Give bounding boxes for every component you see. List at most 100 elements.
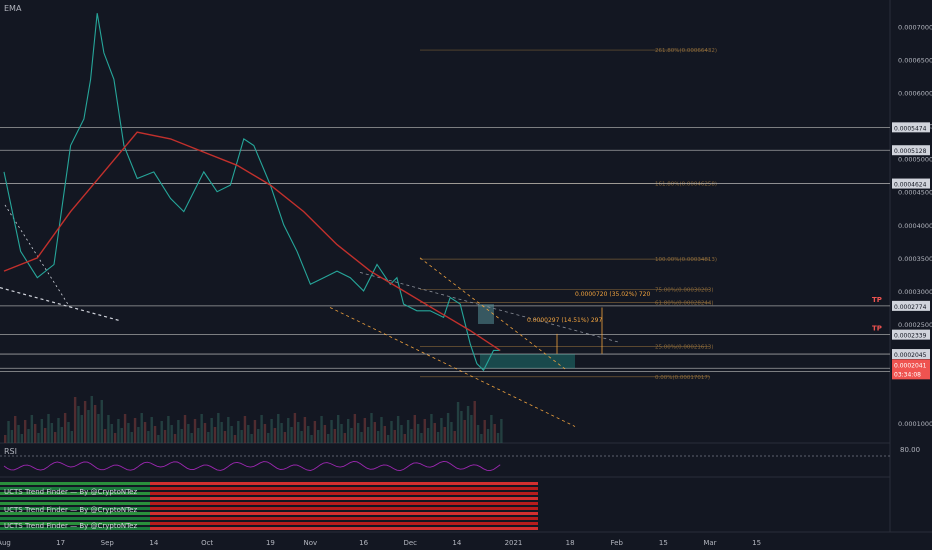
volume-bar [200, 414, 203, 443]
volume-bar [110, 424, 113, 443]
volume-bar [260, 415, 263, 443]
volume-bar [53, 432, 57, 443]
trend-finder-title-1: UCTS Trend Finder — By @CryptoNTez [4, 488, 138, 496]
volume-bar [4, 435, 7, 443]
volume-bar [157, 435, 160, 443]
price-tick-label: 0.0004500 [898, 189, 932, 197]
volume-bar [490, 415, 493, 443]
fib-level-label: 0.00%(0.00017017) [655, 375, 710, 381]
volume-bar [83, 401, 87, 443]
level-price-label: 0.0002339 [894, 333, 927, 340]
level-price-badge [892, 300, 930, 311]
volume-bar [213, 427, 217, 443]
volume-bar [293, 413, 297, 443]
trend-band [0, 512, 150, 515]
volume-bar [470, 415, 473, 443]
volume-bar [183, 415, 187, 443]
volume-bar [450, 422, 453, 443]
trend-band [0, 527, 150, 530]
rsi-level-label: 80.00 [900, 446, 921, 454]
volume-bar [446, 413, 450, 443]
volume-bar [350, 428, 353, 443]
time-tick-label: Sep [101, 539, 115, 547]
volume-bar [330, 420, 333, 443]
current-price-badge [892, 359, 930, 380]
volume-bar [27, 429, 30, 443]
volume-bar [160, 421, 163, 443]
trend-band [0, 517, 150, 520]
volume-bar [137, 427, 140, 443]
volume-bar [70, 431, 73, 443]
trend-band [0, 487, 150, 490]
volume-bar [177, 420, 180, 443]
volume-bar [483, 420, 486, 443]
volume-bar [277, 414, 280, 443]
volume-bar [143, 422, 147, 443]
level-price-label: 0.0005474 [894, 125, 927, 132]
volume-bar [250, 434, 253, 443]
indicator-title-rsi: RSI [4, 447, 17, 456]
volume-bar [147, 431, 150, 443]
trend-band [150, 502, 538, 505]
volume-bar [60, 427, 64, 443]
volume-bar [43, 428, 47, 443]
consolidation-zone [478, 304, 494, 324]
series-line-ema [3, 131, 501, 351]
volume-bar [13, 416, 17, 443]
volume-bar [67, 422, 70, 443]
volume-bar [47, 414, 50, 443]
volume-bar [173, 434, 177, 443]
volume-bar [390, 421, 393, 443]
bar-countdown-label: 03:34:08 [894, 371, 921, 378]
price-tick-label: 0.0002500 [898, 321, 932, 329]
time-tick-label: 15 [752, 539, 761, 547]
time-tick-label: Aug [0, 539, 11, 547]
level-price-badge [892, 145, 930, 156]
volume-bar [247, 425, 250, 443]
volume-bar [57, 418, 60, 443]
volume-bar [233, 435, 237, 443]
volume-bar [493, 424, 496, 443]
volume-bar [440, 418, 443, 443]
trend-finder-title-2: UCTS Trend Finder — By @CryptoNTez [4, 506, 138, 514]
volume-bar [500, 419, 503, 443]
indicator-title-ema: EMA [4, 4, 22, 13]
price-tick-label: 0.0001000 [898, 420, 932, 428]
trend-band [150, 492, 538, 495]
volume-bar [240, 430, 243, 443]
fib-level-label: 261.80%(0.00066432) [655, 48, 717, 54]
volume-bar [100, 400, 103, 443]
volume-bar [307, 426, 310, 443]
volume-bar [340, 424, 343, 443]
volume-bar [287, 418, 290, 443]
volume-bar [320, 416, 323, 443]
fib-level-label: 75.00%(0.00030203) [655, 288, 714, 294]
volume-bar [150, 417, 153, 443]
volume-bar [456, 402, 460, 443]
volume-histogram [4, 396, 503, 443]
volume-bar [346, 419, 350, 443]
fib-level-label: 100.00%(0.00034813) [655, 257, 717, 263]
price-tick-label: 0.0003500 [898, 255, 932, 263]
time-tick-label: 19 [266, 539, 275, 547]
fib-level-label: 25.00%(0.00021613) [655, 344, 714, 350]
time-tick-label: 14 [149, 539, 158, 547]
volume-bar [107, 415, 110, 443]
volume-bar [393, 430, 397, 443]
volume-bar [386, 435, 390, 443]
trend-band [0, 507, 150, 510]
volume-bar [280, 423, 283, 443]
volume-bar [123, 414, 127, 443]
price-tick-label: 0.0007000 [898, 23, 932, 31]
time-tick-label: Dec [403, 539, 417, 547]
volume-bar [220, 422, 223, 443]
time-tick-label: Feb [611, 539, 624, 547]
time-tick-label: 15 [659, 539, 668, 547]
volume-bar [227, 417, 230, 443]
volume-bar [50, 423, 54, 443]
volume-bar [360, 432, 363, 443]
volume-bar [473, 401, 476, 443]
volume-bar [486, 429, 490, 443]
volume-bar [90, 396, 93, 443]
